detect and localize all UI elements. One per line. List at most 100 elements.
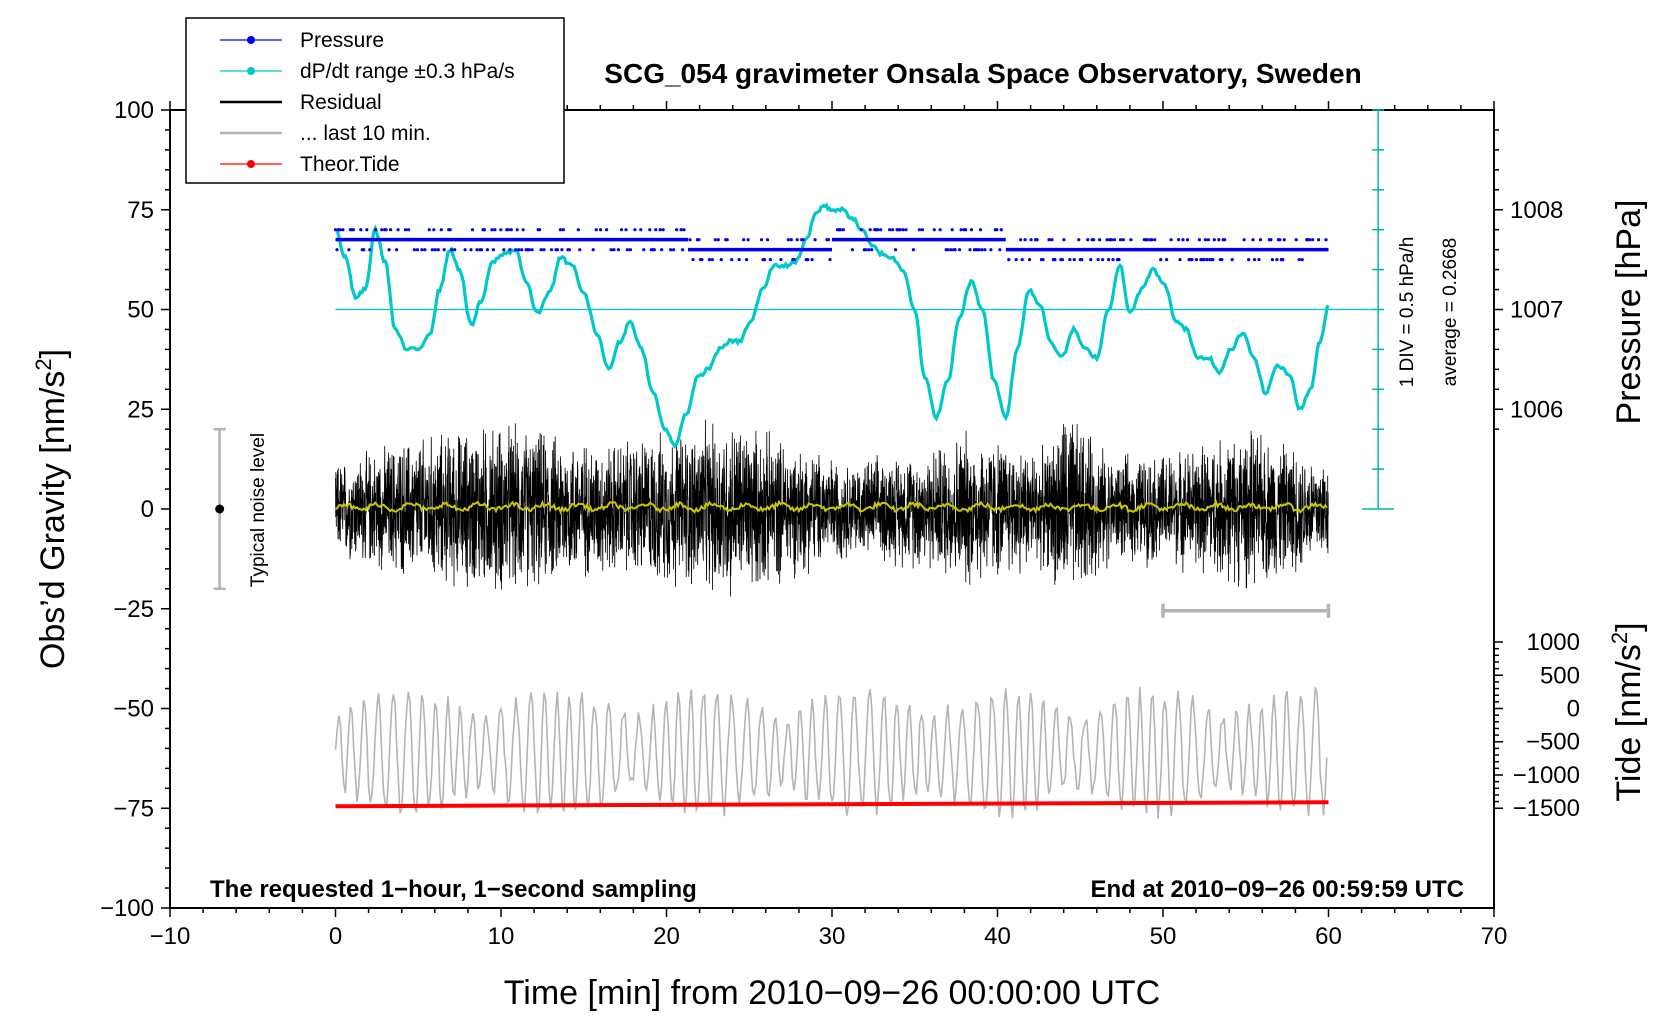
pressure-dot <box>958 248 962 252</box>
pressure-dot <box>1278 238 1282 242</box>
legend-label: Pressure <box>300 29 384 52</box>
pressure-dot <box>1220 258 1224 262</box>
y-tick-label: −50 <box>113 696 154 723</box>
dpdt-line <box>334 202 1330 450</box>
pressure-dot <box>1072 258 1076 262</box>
pressure-dot <box>725 238 729 242</box>
pressure-dot <box>1269 238 1273 242</box>
pressure-tick-label: 1008 <box>1510 197 1563 224</box>
pressure-tick-label: 1006 <box>1510 396 1563 423</box>
pressure-dot <box>1109 238 1114 242</box>
pressure-dot <box>1257 258 1261 262</box>
pressure-dot <box>697 238 701 242</box>
pressure-dot <box>639 228 643 232</box>
pressure-dot <box>1014 258 1018 262</box>
pressure-dot <box>1202 258 1206 262</box>
pressure-dot <box>442 248 446 252</box>
pressure-dot <box>395 248 399 252</box>
pressure-dot <box>1181 238 1185 242</box>
pressure-dot <box>1206 238 1210 242</box>
pressure-dot <box>870 248 874 252</box>
legend-label: Residual <box>300 91 382 114</box>
pressure-dot <box>1101 258 1105 262</box>
residual-smoothed-line <box>334 499 1328 515</box>
pressure-dot <box>898 228 902 232</box>
pressure-dot <box>624 228 628 232</box>
pressure-dot <box>978 228 983 232</box>
x-tick-label: 50 <box>1150 923 1177 950</box>
pressure-dot <box>1150 238 1154 242</box>
pressure-dot <box>1317 238 1321 242</box>
pressure-dot <box>439 228 443 232</box>
pressure-tick-label: 1007 <box>1510 297 1563 324</box>
pressure-dot <box>868 228 872 232</box>
tide-axis-title: Tide [nm/s2] <box>1607 622 1648 801</box>
pressure-dot <box>396 228 400 232</box>
pressure-dot <box>730 258 734 262</box>
pressure-tick-labels: 1006 1007 1008 <box>1510 197 1563 424</box>
pressure-dot <box>745 258 749 262</box>
pressure-dot <box>469 248 473 252</box>
pressure-dot <box>427 228 431 232</box>
pressure-dot <box>904 228 908 232</box>
residual-line <box>335 419 1329 597</box>
pressure-dot <box>891 228 895 232</box>
pressure-dot <box>911 248 916 252</box>
pressure-dot <box>661 228 665 232</box>
legend-label: dP/dt range ±0.3 hPa/s <box>300 60 515 83</box>
tide-tick-label: 500 <box>1540 662 1580 689</box>
pressure-dot <box>920 228 925 232</box>
pressure-dot <box>980 248 984 252</box>
pressure-dot <box>1185 238 1190 242</box>
pressure-dot <box>1053 258 1057 262</box>
pressure-dot <box>841 228 846 232</box>
pressure-dot <box>681 248 685 252</box>
chart-title: SCG_054 gravimeter Onsala Space Observat… <box>604 58 1361 89</box>
pressure-dot <box>389 228 393 232</box>
bottom-left-note: The requested 1−hour, 1−second sampling <box>210 876 697 903</box>
x-tick-label: 0 <box>329 923 342 950</box>
pressure-dot <box>1007 258 1011 262</box>
pressure-dot <box>949 248 953 252</box>
pressure-axis-title: Pressure [hPa] <box>1610 200 1648 425</box>
pressure-dot <box>901 228 905 232</box>
pressure-dot <box>806 258 810 262</box>
pressure-dot <box>1281 258 1285 262</box>
pressure-dot <box>762 258 767 262</box>
pressure-dot <box>946 248 950 252</box>
pressure-dot <box>792 258 796 262</box>
pressure-dot <box>470 228 475 232</box>
pressure-dot <box>813 238 817 242</box>
pressure-dot <box>619 228 624 232</box>
pressure-dot <box>1028 258 1032 262</box>
x-tick-label: 20 <box>653 923 680 950</box>
pressure-dot <box>688 238 692 242</box>
pressure-dot <box>515 228 519 232</box>
pressure-dot <box>716 238 720 242</box>
pressure-dot <box>1217 238 1221 242</box>
pressure-dot <box>879 228 883 232</box>
pressure-dot <box>742 238 746 242</box>
pressure-dot <box>1098 238 1102 242</box>
pressure-dot <box>1153 238 1157 242</box>
pressure-dot <box>1060 258 1064 262</box>
pressure-dot <box>612 248 616 252</box>
pressure-dot <box>765 238 770 242</box>
pressure-dot <box>558 228 563 232</box>
pressure-dot <box>403 228 408 232</box>
pressure-dot <box>1223 238 1227 242</box>
pressure-dot <box>713 238 717 242</box>
x-tick-label: 40 <box>984 923 1011 950</box>
pressure-dot <box>801 238 805 242</box>
pressure-dot <box>1089 258 1093 262</box>
pressure-dot <box>1035 238 1039 242</box>
pressure-dot <box>420 248 424 252</box>
pressure-dot <box>508 248 512 252</box>
y-tick-label: 75 <box>127 197 154 224</box>
pressure-dot <box>953 248 957 252</box>
pressure-dot <box>591 248 595 252</box>
pressure-dot <box>576 228 580 232</box>
pressure-dot <box>1258 238 1263 242</box>
pressure-dot <box>658 228 662 232</box>
pressure-dot <box>1129 238 1133 242</box>
